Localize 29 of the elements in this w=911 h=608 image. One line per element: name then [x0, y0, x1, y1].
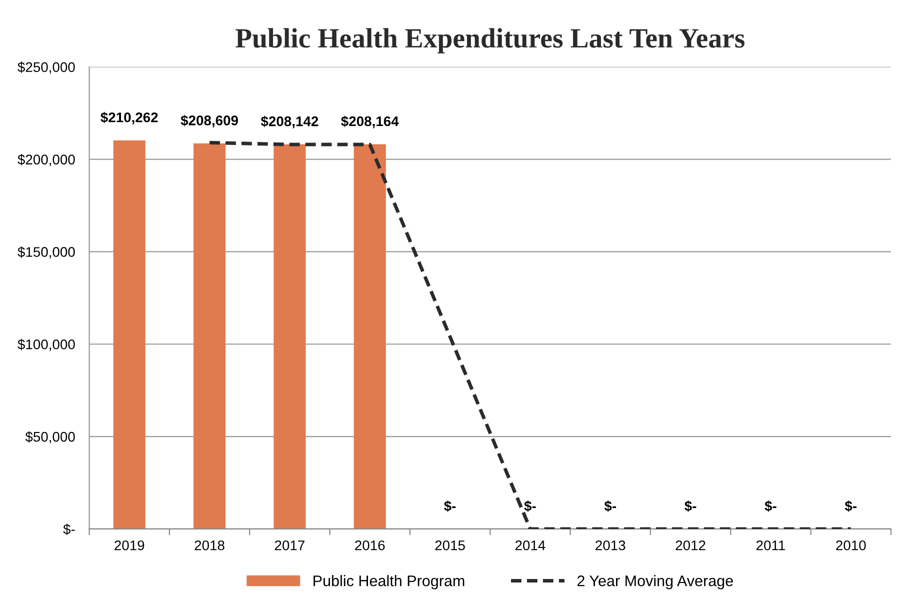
data-label: $- — [444, 500, 456, 512]
x-tick-label: 2017 — [274, 540, 304, 550]
x-tick-label: 2012 — [676, 540, 706, 550]
x-tick-label: 2010 — [836, 540, 866, 550]
data-label: $- — [764, 500, 776, 512]
legend-label: Public Health Program — [314, 575, 464, 590]
y-tick-label: $100,000 — [18, 338, 75, 351]
y-tick-label: $200,000 — [18, 154, 75, 166]
data-label: $210,262 — [100, 112, 158, 124]
data-label: $- — [524, 500, 536, 512]
x-tick-label: 2013 — [596, 540, 626, 550]
y-tick-label: $250,000 — [18, 62, 75, 74]
x-tick-label: 2019 — [114, 540, 144, 550]
x-tick-label: 2011 — [756, 540, 785, 550]
y-tick-label: $50,000 — [25, 431, 75, 444]
data-label: $208,609 — [180, 114, 238, 128]
y-tick-label: $150,000 — [18, 246, 75, 259]
data-label: $- — [604, 500, 616, 512]
x-tick-label: 2018 — [194, 540, 224, 550]
x-tick-label: 2015 — [435, 540, 465, 550]
x-tick-label: 2016 — [355, 540, 385, 550]
data-label: $208,142 — [260, 116, 318, 128]
data-label: $208,164 — [341, 116, 399, 128]
y-tick-label: $- — [63, 524, 75, 535]
chart-title: Public Health Expenditures Last Ten Years — [236, 28, 744, 54]
data-label: $- — [684, 500, 696, 512]
x-tick-label: 2014 — [515, 540, 546, 550]
data-label: $- — [844, 500, 856, 512]
legend-label: 2 Year Moving Average — [577, 575, 733, 590]
